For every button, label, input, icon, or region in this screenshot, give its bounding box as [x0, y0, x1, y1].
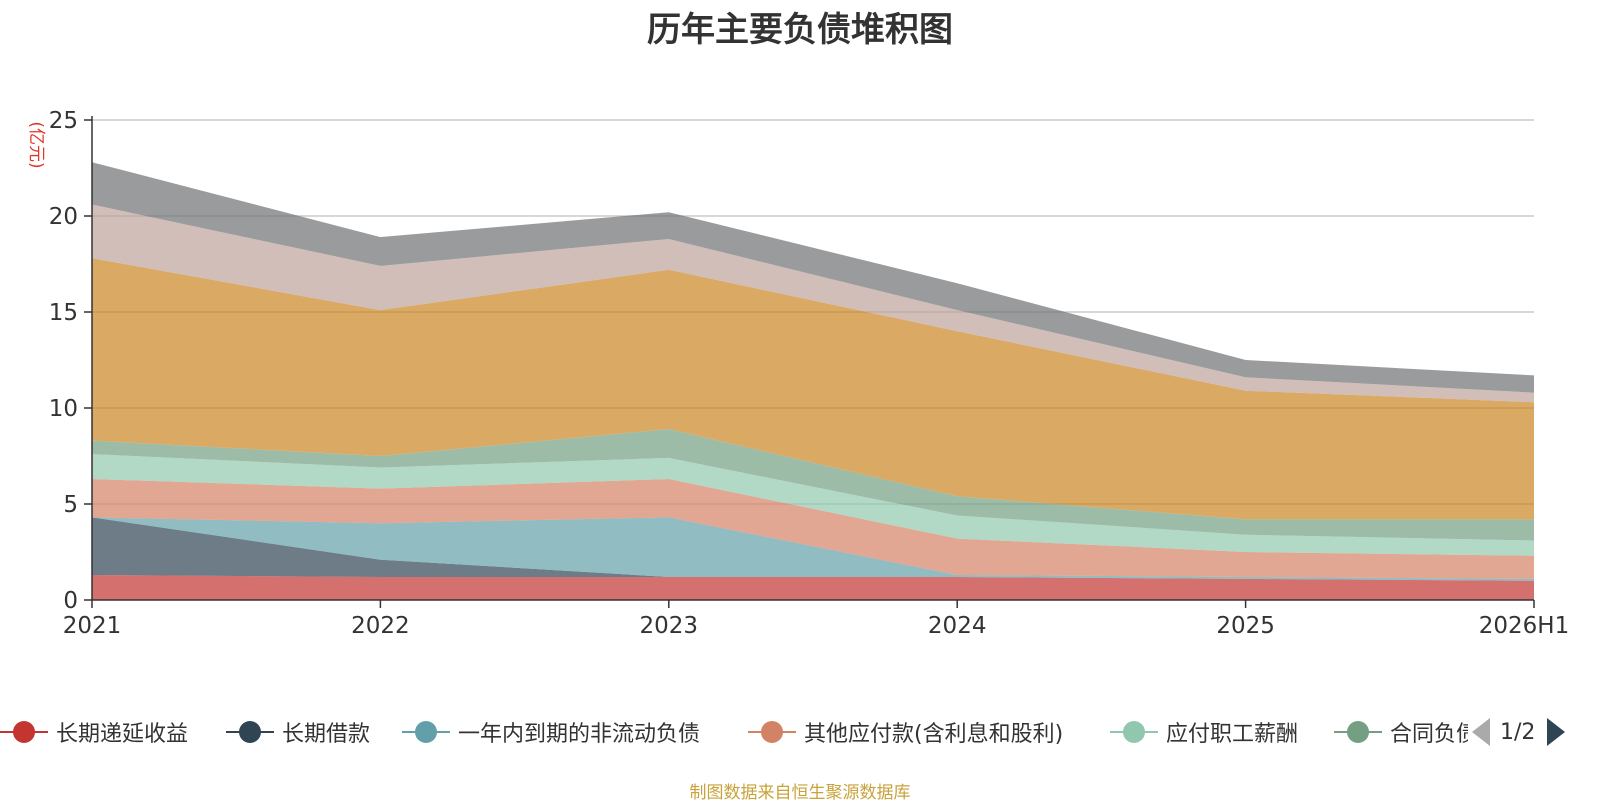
legend-item[interactable]: 合同负债: [1334, 712, 1468, 752]
series-area-0[interactable]: [92, 575, 1534, 600]
y-tick-label: 20: [49, 204, 78, 230]
y-axis-label: (亿元): [26, 121, 46, 168]
x-tick-label: 2024: [928, 613, 987, 639]
y-tick-label: 15: [49, 300, 78, 326]
legend-marker-icon: [402, 712, 450, 752]
legend-label: 其他应付款(含利息和股利): [804, 722, 1064, 747]
legend: 长期递延收益 长期借款 一年内到期的非流动负债 其他应付款(含利息和股利) 应付职工薪酬…: [0, 712, 1600, 752]
legend-item[interactable]: 一年内到期的非流动负债: [402, 712, 700, 752]
legend-label: 长期递延收益: [56, 722, 189, 747]
x-tick-label: 2021: [63, 613, 122, 639]
legend-marker-icon: [0, 712, 48, 752]
series-area-1[interactable]: [92, 517, 1534, 581]
legend-label: 合同负债: [1390, 722, 1468, 747]
series-area-6[interactable]: [92, 258, 1534, 520]
series-area-5[interactable]: [92, 429, 1534, 541]
legend-items: 长期递延收益 长期借款 一年内到期的非流动负债 其他应付款(含利息和股利) 应付职工薪酬…: [0, 712, 1468, 752]
legend-marker-icon: [1110, 712, 1158, 752]
legend-marker-icon: [748, 712, 796, 752]
y-tick-label: 25: [49, 108, 78, 134]
pager-page-text: 1/2: [1500, 719, 1536, 745]
legend-label: 应付职工薪酬: [1166, 722, 1299, 747]
legend-marker-icon: [226, 712, 274, 752]
x-tick-label: 2026H1: [1479, 613, 1569, 639]
legend-label: 长期借款: [282, 722, 371, 747]
series-area-7[interactable]: [92, 204, 1534, 403]
x-tick-label: 2022: [351, 613, 410, 639]
legend-item[interactable]: 长期借款: [226, 712, 370, 752]
legend-item[interactable]: 其他应付款(含利息和股利): [748, 712, 1063, 752]
area-layer: [92, 162, 1534, 600]
series-area-8[interactable]: [92, 162, 1534, 393]
pager-next-icon[interactable]: [1547, 718, 1566, 746]
data-source-note: 制图数据来自恒生聚源数据库: [689, 783, 911, 803]
legend-item[interactable]: 长期递延收益: [0, 712, 188, 752]
y-tick-label: 10: [49, 396, 78, 422]
chart-title: 历年主要负债堆积图: [647, 10, 953, 50]
pager-prev-icon[interactable]: [1472, 718, 1490, 746]
x-tick-label: 2025: [1216, 613, 1275, 639]
legend-marker-icon: [1334, 712, 1382, 752]
legend-label: 一年内到期的非流动负债: [458, 722, 701, 747]
y-tick-label: 5: [63, 492, 78, 518]
legend-item[interactable]: 应付职工薪酬: [1110, 712, 1298, 752]
series-area-2[interactable]: [92, 517, 1534, 581]
x-tick-label: 2023: [640, 613, 699, 639]
series-area-4[interactable]: [92, 454, 1534, 556]
series-area-3[interactable]: [92, 479, 1534, 579]
legend-pager: 1/2: [1472, 712, 1566, 752]
y-tick-label: 0: [63, 588, 78, 614]
